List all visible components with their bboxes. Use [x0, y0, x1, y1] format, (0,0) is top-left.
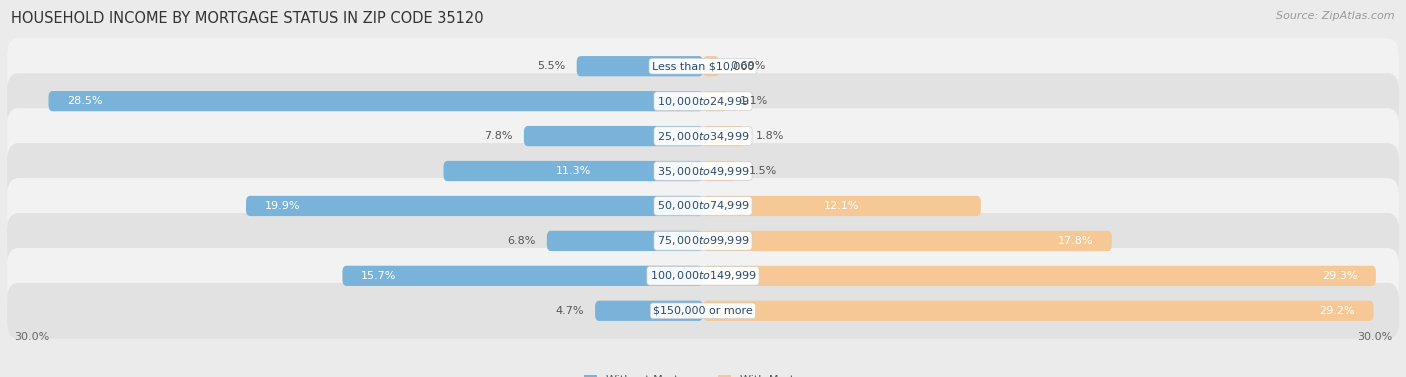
Text: $100,000 to $149,999: $100,000 to $149,999 [650, 269, 756, 282]
Text: $75,000 to $99,999: $75,000 to $99,999 [657, 234, 749, 247]
Text: 29.2%: 29.2% [1320, 306, 1355, 316]
Text: 28.5%: 28.5% [67, 96, 103, 106]
Text: 0.69%: 0.69% [730, 61, 766, 71]
FancyBboxPatch shape [7, 108, 1399, 164]
Text: 5.5%: 5.5% [537, 61, 565, 71]
Text: Less than $10,000: Less than $10,000 [652, 61, 754, 71]
FancyBboxPatch shape [7, 178, 1399, 234]
FancyBboxPatch shape [703, 301, 1374, 321]
FancyBboxPatch shape [7, 283, 1399, 339]
Text: $35,000 to $49,999: $35,000 to $49,999 [657, 164, 749, 178]
Text: 12.1%: 12.1% [824, 201, 859, 211]
FancyBboxPatch shape [547, 231, 703, 251]
Text: 1.8%: 1.8% [756, 131, 785, 141]
Text: 29.3%: 29.3% [1322, 271, 1358, 281]
Text: HOUSEHOLD INCOME BY MORTGAGE STATUS IN ZIP CODE 35120: HOUSEHOLD INCOME BY MORTGAGE STATUS IN Z… [11, 11, 484, 26]
FancyBboxPatch shape [703, 126, 744, 146]
Text: 30.0%: 30.0% [14, 332, 49, 342]
FancyBboxPatch shape [443, 161, 703, 181]
FancyBboxPatch shape [7, 213, 1399, 269]
Text: 1.5%: 1.5% [749, 166, 778, 176]
Text: 30.0%: 30.0% [1357, 332, 1392, 342]
Text: $10,000 to $24,999: $10,000 to $24,999 [657, 95, 749, 108]
Text: 17.8%: 17.8% [1057, 236, 1094, 246]
Text: 11.3%: 11.3% [555, 166, 591, 176]
FancyBboxPatch shape [703, 56, 718, 76]
FancyBboxPatch shape [7, 38, 1399, 94]
Text: $150,000 or more: $150,000 or more [654, 306, 752, 316]
Text: $25,000 to $34,999: $25,000 to $34,999 [657, 130, 749, 143]
Text: 6.8%: 6.8% [508, 236, 536, 246]
FancyBboxPatch shape [524, 126, 703, 146]
Text: 4.7%: 4.7% [555, 306, 583, 316]
FancyBboxPatch shape [7, 248, 1399, 304]
FancyBboxPatch shape [703, 266, 1376, 286]
FancyBboxPatch shape [703, 161, 738, 181]
FancyBboxPatch shape [703, 91, 728, 111]
Legend: Without Mortgage, With Mortgage: Without Mortgage, With Mortgage [579, 370, 827, 377]
Text: 1.1%: 1.1% [740, 96, 768, 106]
Text: 19.9%: 19.9% [264, 201, 299, 211]
Text: $50,000 to $74,999: $50,000 to $74,999 [657, 199, 749, 213]
FancyBboxPatch shape [703, 196, 981, 216]
FancyBboxPatch shape [7, 143, 1399, 199]
FancyBboxPatch shape [246, 196, 703, 216]
Text: Source: ZipAtlas.com: Source: ZipAtlas.com [1277, 11, 1395, 21]
FancyBboxPatch shape [703, 231, 1112, 251]
FancyBboxPatch shape [576, 56, 703, 76]
FancyBboxPatch shape [48, 91, 703, 111]
Text: 7.8%: 7.8% [484, 131, 512, 141]
FancyBboxPatch shape [595, 301, 703, 321]
Text: 15.7%: 15.7% [361, 271, 396, 281]
FancyBboxPatch shape [343, 266, 703, 286]
FancyBboxPatch shape [7, 73, 1399, 129]
